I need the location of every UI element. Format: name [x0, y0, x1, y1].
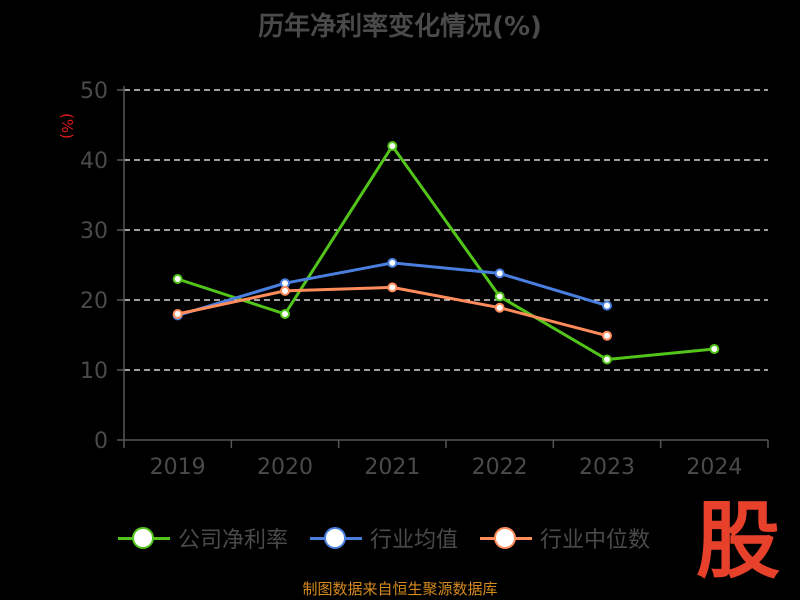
legend-swatch-company [118, 525, 170, 551]
legend-label-industry-median: 行业中位数 [540, 528, 651, 553]
data-source-footer: 制图数据来自恒生聚源数据库 [302, 580, 498, 598]
legend-label-company: 公司净利率 [178, 528, 289, 553]
data-point-series-0[interactable] [280, 309, 290, 319]
legend-swatch-industry-median [480, 525, 533, 551]
y-tick-label: 50 [80, 79, 108, 104]
x-tick-label: 2020 [257, 455, 313, 480]
legend-item-company[interactable]: 公司净利率 [118, 522, 288, 554]
data-point-series-1[interactable] [387, 257, 398, 268]
x-tick-label: 2024 [686, 455, 742, 480]
chart-title: 历年净利率变化情况(%) [258, 12, 542, 42]
data-point-series-2[interactable] [602, 330, 612, 341]
data-point-series-2[interactable] [494, 302, 505, 313]
data-point-series-0[interactable] [709, 344, 720, 354]
data-point-series-0[interactable] [387, 141, 398, 151]
data-point-series-0[interactable] [172, 274, 183, 284]
legend-swatch-industry-mean [310, 525, 363, 551]
y-tick-label: 20 [80, 289, 108, 314]
y-tick-label: 10 [80, 359, 108, 384]
brand-logo: 股 [695, 492, 780, 590]
data-point-series-0[interactable] [602, 354, 612, 365]
data-point-series-2[interactable] [387, 282, 398, 293]
series-line-0 [177, 144, 715, 361]
legend-label-industry-mean: 行业均值 [370, 528, 459, 553]
x-tick-label: 2023 [579, 455, 635, 480]
legend-item-industry-median[interactable]: 行业中位数 [480, 522, 650, 554]
data-point-series-1[interactable] [602, 300, 612, 311]
data-point-series-1[interactable] [494, 268, 505, 279]
data-point-series-2[interactable] [280, 285, 290, 296]
y-tick-label: 0 [94, 429, 108, 454]
x-tick-label: 2021 [364, 455, 420, 480]
data-point-series-2[interactable] [172, 309, 183, 319]
y-axis-label: (%) [58, 113, 76, 139]
x-tick-label: 2019 [150, 455, 206, 480]
y-tick-label: 30 [80, 219, 108, 244]
y-tick-label: 40 [80, 149, 108, 174]
x-tick-label: 2022 [472, 455, 528, 480]
data-point-series-0[interactable] [494, 291, 505, 302]
legend: 公司净利率 行业均值 行业中位数 [118, 518, 650, 558]
legend-item-industry-mean[interactable]: 行业均值 [310, 522, 458, 554]
